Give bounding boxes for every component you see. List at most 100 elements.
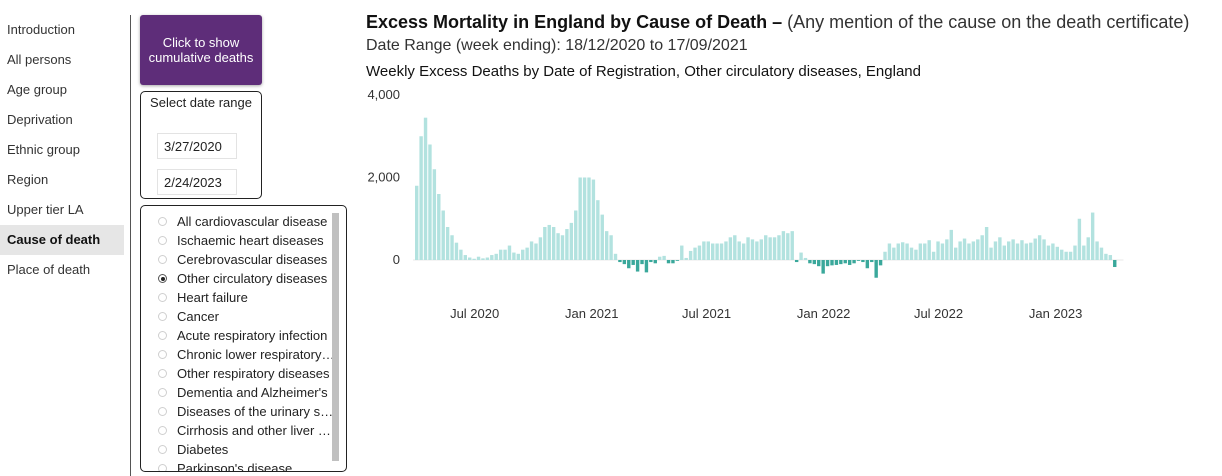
bar[interactable] [666,260,671,264]
bar[interactable] [1113,260,1117,268]
bar[interactable] [887,243,892,261]
sidebar-item-age-group[interactable]: Age group [7,82,67,97]
bar[interactable] [454,242,459,260]
bar[interactable] [945,239,949,260]
bar[interactable] [1029,242,1033,260]
bar[interactable] [516,253,521,260]
cause-option[interactable]: Other respiratory diseases [141,365,331,384]
bar[interactable] [750,239,755,260]
bar[interactable] [1055,246,1060,260]
bar[interactable] [892,247,896,260]
bar[interactable] [909,247,914,260]
bar[interactable] [534,243,538,261]
bar[interactable] [918,243,923,261]
bar[interactable] [839,260,843,265]
bar[interactable] [437,194,441,260]
bar[interactable] [635,260,640,272]
bar[interactable] [463,255,467,260]
bar[interactable] [1090,212,1095,260]
bar[interactable] [940,243,945,261]
cumulative-deaths-button[interactable]: Click to show cumulative deaths [140,15,262,85]
bar[interactable] [1086,237,1090,260]
bar[interactable] [1051,243,1055,261]
bar[interactable] [794,260,799,263]
bar[interactable] [1015,243,1020,261]
bar[interactable] [476,256,481,260]
bar[interactable] [843,260,847,264]
bar[interactable] [861,260,865,263]
radio-button[interactable] [158,369,167,378]
bar[interactable] [733,235,737,260]
bar[interactable] [587,177,591,261]
bar[interactable] [772,237,777,260]
bar[interactable] [923,243,927,261]
bar[interactable] [618,260,622,263]
radio-button[interactable] [158,388,167,397]
bar[interactable] [755,241,759,260]
bar[interactable] [1002,245,1006,260]
bar[interactable] [485,257,490,260]
bar[interactable] [852,260,856,264]
bar[interactable] [419,136,423,260]
bar[interactable] [1046,245,1051,260]
bar[interactable] [600,214,604,260]
bar[interactable] [1024,243,1029,261]
cause-option[interactable]: Heart failure [141,289,331,308]
bar[interactable] [649,260,653,263]
bar[interactable] [688,250,693,260]
bar[interactable] [481,258,485,260]
radio-button[interactable] [158,217,167,226]
bar[interactable] [1020,240,1024,260]
bar[interactable] [719,243,724,261]
bar[interactable] [574,210,578,261]
bar[interactable] [525,247,529,260]
bar[interactable] [498,249,503,260]
radio-button[interactable] [158,426,167,435]
cause-option[interactable]: Acute respiratory infection [141,327,331,346]
bar[interactable] [684,257,688,260]
bar[interactable] [724,241,728,260]
bar[interactable] [697,245,702,260]
bar[interactable] [958,241,962,260]
cause-option[interactable]: Cerebrovascular diseases [141,251,331,270]
cause-option[interactable]: Diabetes [141,441,331,460]
bar[interactable] [578,177,582,261]
bar[interactable] [1060,249,1064,260]
bar[interactable] [808,260,812,264]
bar[interactable] [1068,251,1073,260]
bar[interactable] [472,258,476,260]
bar[interactable] [503,249,507,260]
bar[interactable] [870,260,874,263]
sidebar-item-cause-of-death[interactable]: Cause of death [0,225,124,255]
bar[interactable] [1011,239,1015,260]
bar[interactable] [927,240,931,260]
sidebar-item-place-of-death[interactable]: Place of death [7,262,91,277]
bar[interactable] [834,260,839,265]
start-date-input[interactable] [157,133,237,159]
bar[interactable] [1095,241,1099,260]
radio-button[interactable] [158,274,167,283]
bar[interactable] [825,260,830,267]
sidebar-item-all-persons[interactable]: All persons [7,52,72,67]
end-date-input[interactable] [157,169,237,195]
bar[interactable] [759,239,764,260]
bar[interactable] [706,241,710,260]
bar[interactable] [613,253,618,260]
cause-list-scrollbar[interactable] [332,213,339,461]
bar[interactable] [644,260,649,273]
bar[interactable] [971,241,976,260]
sidebar-item-deprivation[interactable]: Deprivation [7,112,73,127]
bar[interactable] [631,260,635,265]
bar[interactable] [1077,218,1082,260]
radio-button[interactable] [158,312,167,321]
cause-option[interactable]: Diseases of the urinary s… [141,403,332,422]
bar[interactable] [547,224,551,260]
sidebar-item-ethnic-group[interactable]: Ethnic group [7,142,80,157]
bar[interactable] [1037,235,1042,260]
bar[interactable] [1073,245,1077,260]
bar[interactable] [609,235,613,260]
bar[interactable] [521,249,525,260]
bar[interactable] [1007,241,1011,260]
cause-option[interactable]: All cardiovascular disease [141,213,331,232]
bar[interactable] [529,241,534,260]
